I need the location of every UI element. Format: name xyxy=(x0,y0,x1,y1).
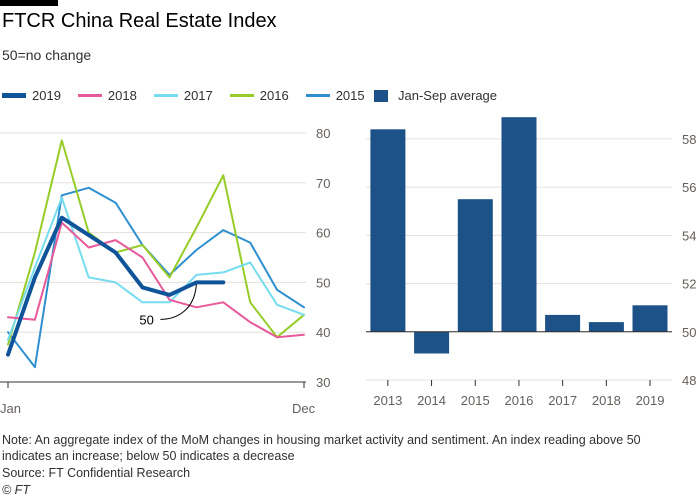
bar-x-tick-label: 2013 xyxy=(373,393,402,408)
line-x-tick-label: Jan xyxy=(0,401,21,416)
bar-x-tick-label: 2019 xyxy=(636,393,665,408)
bar-2013 xyxy=(370,129,406,332)
legend-swatch-2016 xyxy=(229,94,254,97)
legend-item-2017: 2017 xyxy=(153,88,213,103)
line-y-tick-label: 80 xyxy=(316,126,330,141)
annotation-label: 50 xyxy=(139,312,153,327)
legend-item-2015: 2015 xyxy=(305,88,365,103)
legend-label-bar: Jan-Sep average xyxy=(398,88,498,103)
copyright: © FT xyxy=(2,483,30,497)
annotation-leader xyxy=(160,284,197,320)
legend-item-2016: 2016 xyxy=(229,88,289,103)
bar-y-tick-label: 50 xyxy=(682,325,696,340)
bar-2018 xyxy=(588,322,624,332)
legend-label-2018: 2018 xyxy=(107,88,137,103)
bar-x-tick-label: 2016 xyxy=(504,393,533,408)
chart-note: Note: An aggregate index of the MoM chan… xyxy=(2,433,641,463)
bar-y-tick-label: 58 xyxy=(682,132,696,147)
legend-label-2016: 2016 xyxy=(259,88,289,103)
bar-y-tick-label: 52 xyxy=(682,277,696,292)
legend-label-2015: 2015 xyxy=(335,88,365,103)
bar-x-tick-label: 2018 xyxy=(592,393,621,408)
legend-swatch-2017 xyxy=(153,94,178,97)
chart-title: FTCR China Real Estate Index xyxy=(2,10,277,32)
bar-2016 xyxy=(501,117,537,332)
legend-label-2017: 2017 xyxy=(183,88,213,103)
bar-y-tick-label: 48 xyxy=(682,373,696,388)
legend-item-2019: 2019 xyxy=(2,88,61,103)
chart-source: Source: FT Confidential Research xyxy=(2,466,191,480)
bar-2017 xyxy=(545,314,581,332)
line-series-2016 xyxy=(7,139,305,346)
line-y-tick-label: 50 xyxy=(316,275,330,290)
line-y-tick-label: 40 xyxy=(316,325,330,340)
line-chart-legend: 2019 2018 2017 2016 2015 xyxy=(2,88,382,103)
legend-label-2019: 2019 xyxy=(32,88,61,103)
bar-y-tick-label: 54 xyxy=(682,228,696,243)
bar-2019 xyxy=(632,305,668,332)
line-series-2019 xyxy=(6,215,226,357)
bar-2014 xyxy=(414,331,450,354)
legend-item-2018: 2018 xyxy=(77,88,137,103)
line-y-tick-label: 30 xyxy=(316,375,330,390)
legend-swatch-2018 xyxy=(77,94,102,97)
bar-chart: 48 50 52 54 56 58 2013 2014 2015 2016 2017 2018 2019 xyxy=(366,117,696,408)
bar-x-tick-label: 2015 xyxy=(461,393,490,408)
bar-y-tick-label: 56 xyxy=(682,180,696,195)
bar-x-tick-label: 2017 xyxy=(548,393,577,408)
line-y-tick-label: 70 xyxy=(316,176,330,191)
legend-swatch-bar xyxy=(374,89,388,102)
legend-swatch-2019 xyxy=(2,93,26,98)
line-series-2018 xyxy=(7,221,305,339)
legend-swatch-2015 xyxy=(305,94,330,97)
bar-chart-legend: Jan-Sep average xyxy=(374,88,497,103)
line-y-tick-label: 60 xyxy=(316,226,330,241)
line-x-tick-label: Dec xyxy=(292,401,316,416)
bar-x-tick-label: 2014 xyxy=(417,393,446,408)
line-series-2017 xyxy=(7,196,305,341)
bar-2015 xyxy=(457,199,493,332)
line-chart: 30 40 50 60 70 80 Jan Dec 50 xyxy=(0,126,330,416)
brand-bar xyxy=(0,0,58,6)
chart-subtitle: 50=no change xyxy=(2,47,92,63)
